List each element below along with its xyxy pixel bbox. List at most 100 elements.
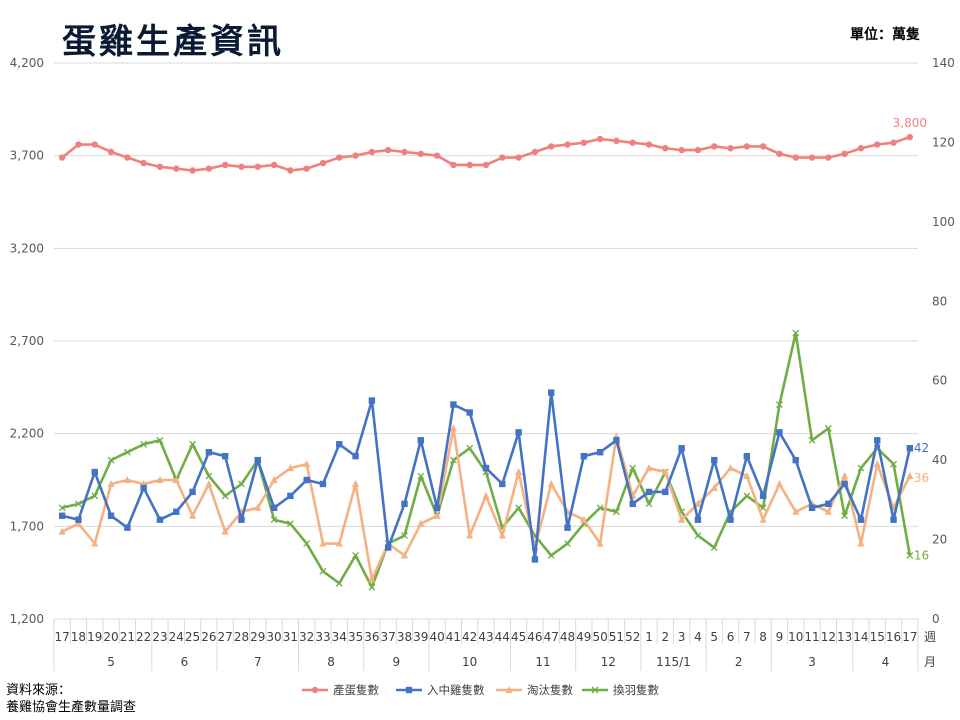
data-point [221,527,229,535]
data-point [629,500,636,508]
data-point [792,329,800,337]
data-point [727,145,734,152]
x-tick-label: 45 [511,630,526,644]
data-point [270,516,278,524]
data-point [743,452,751,460]
data-point [890,460,898,468]
data-point [808,436,816,444]
data-point [91,539,99,547]
data-point [189,488,196,496]
series-0: 3,800 [58,116,927,174]
data-label: 16 [914,548,929,562]
data-point [303,540,311,548]
data-point [890,139,897,146]
x-tick-label: 52 [625,630,640,644]
month-label: 2 [735,655,743,669]
data-point [75,516,82,523]
series-2: 36 [58,424,929,583]
data-point [792,507,800,515]
data-point [775,401,783,409]
unit-label: 單位：萬隻 [850,27,920,43]
data-point [482,161,490,169]
data-point [612,508,620,516]
x-unit-week: 週 [924,630,936,644]
data-point [189,167,196,174]
data-point [874,437,881,444]
data-point [140,440,148,448]
data-point [515,154,522,161]
x-tick-label: 15 [870,630,885,644]
left-tick-label: 2,700 [10,334,44,348]
data-point [336,441,343,448]
data-point [596,504,604,512]
data-point [906,472,914,480]
data-point [205,165,213,172]
data-point [352,551,360,559]
right-tick-label: 60 [932,374,947,388]
data-point [91,141,98,148]
data-point [58,504,66,512]
data-point [254,456,261,464]
data-point [580,139,588,146]
x-tick-label: 30 [266,630,281,644]
data-point [303,460,311,468]
data-point [466,444,474,452]
data-point [759,143,767,150]
month-label: 9 [393,655,401,669]
data-point [173,165,180,172]
data-point [303,476,310,484]
data-point [661,468,669,476]
data-point [580,515,588,523]
x-tick-label: 46 [527,630,542,644]
data-point [156,436,164,444]
data-point [336,154,343,161]
x-tick-label: 37 [381,630,396,644]
data-point [694,499,702,507]
data-point [466,409,473,416]
gridlines [54,62,918,620]
data-point [824,424,832,432]
x-tick-label: 33 [315,630,330,644]
data-point [368,148,376,156]
data-point [238,163,245,170]
x-tick-label: 28 [234,630,249,644]
data-point [449,456,457,464]
data-point [711,456,718,464]
x-tick-label: 23 [152,630,167,644]
x-tick-label: 3 [678,630,686,644]
data-point [711,143,718,150]
data-point [286,520,294,528]
x-tick-label: 27 [218,630,233,644]
right-tick-label: 20 [932,533,947,547]
x-tick-label: 17 [55,630,70,644]
data-point [727,516,734,523]
x-tick-label: 19 [87,630,102,644]
right-tick-label: 80 [932,294,947,308]
x-tick-label: 18 [71,630,86,644]
data-point [401,500,408,508]
data-point [449,424,457,432]
data-point [482,491,490,499]
data-point [221,452,229,460]
data-point [254,503,262,511]
data-point [450,401,457,408]
data-point [498,531,506,539]
x-tick-label: 50 [592,630,607,644]
data-point [58,527,66,535]
data-point [401,532,408,540]
x-tick-label: 36 [364,630,379,644]
data-point [319,539,327,547]
x-tick-label: 12 [821,630,836,644]
legend-item: 換羽隻數 [582,683,659,697]
data-point [466,161,473,169]
x-tick-label: 41 [446,630,461,644]
data-point [678,515,686,523]
data-point [286,464,294,472]
data-point [591,686,599,694]
data-point [662,488,669,496]
data-point [311,686,319,694]
data-point [433,152,441,159]
data-point [91,468,98,476]
data-point [906,551,914,559]
